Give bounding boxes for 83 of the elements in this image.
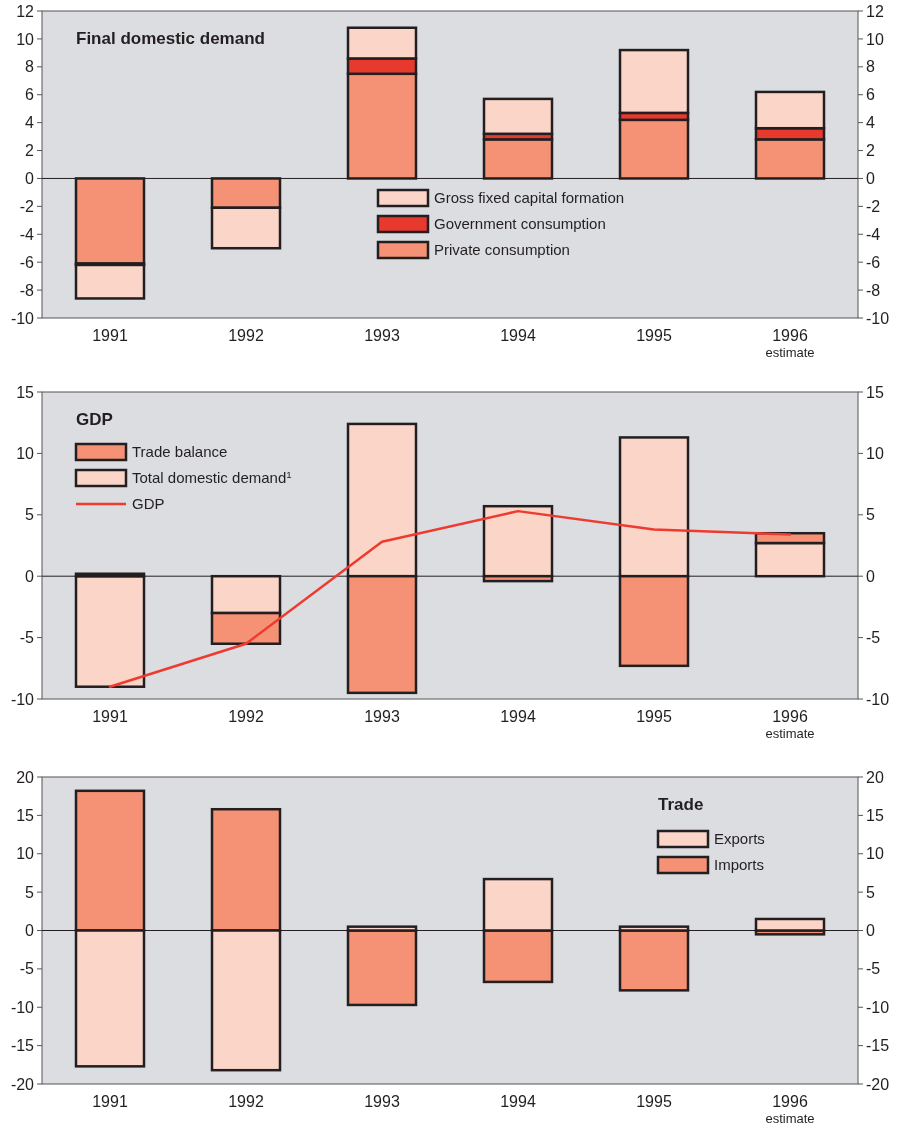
legend-label: Exports [714, 830, 765, 848]
x-tick-label: 1996 estimate [765, 327, 815, 360]
y-tick-label: -5 [19, 629, 35, 647]
legend-label: Gross fixed capital formation [434, 189, 625, 207]
y2-tick-label: 10 [866, 30, 884, 48]
text: GDP [76, 410, 113, 429]
y-tick-label: 15 [16, 806, 35, 824]
legend-label: Private consumption [434, 241, 570, 259]
y2-tick-label: -5 [866, 960, 881, 978]
y-tick-label: 5 [25, 506, 35, 524]
y2-tick-label: 6 [866, 86, 875, 104]
y2-tick-label: 8 [866, 58, 875, 76]
x-tick-label: 1993 [364, 708, 400, 725]
x-tick-label: 1994 [500, 1093, 536, 1110]
y2-tick-label: -20 [866, 1075, 890, 1093]
x-tick-label: 1991 [92, 1093, 128, 1110]
x-tick-label: 1991 [92, 327, 128, 344]
y-tick-label: -6 [19, 253, 35, 271]
text: Trade [658, 795, 704, 814]
y2-tick-label: -6 [866, 253, 881, 271]
x-tick-label: 1992 [228, 708, 264, 725]
y-tick-label: 0 [25, 170, 35, 188]
x-tick-label: 1992 [228, 327, 264, 344]
x-tick-label: 1992 [228, 1093, 264, 1110]
y-tick-label: 10 [16, 845, 35, 863]
y-tick-label: 20 [16, 768, 35, 786]
y2-tick-label: -10 [866, 998, 890, 1016]
y2-tick-label: 20 [866, 768, 884, 786]
y2-tick-label: 15 [866, 383, 884, 401]
legend-label: Government consumption [434, 215, 606, 233]
y2-tick-label: 0 [866, 567, 875, 585]
y2-tick-label: 0 [866, 922, 875, 940]
legend-label: Total domestic demand$^{1}$ [132, 468, 292, 487]
y-tick-label: 8 [25, 58, 35, 76]
y2-tick-label: -10 [866, 690, 890, 708]
text: Final domestic demand [76, 29, 265, 48]
y-tick-label: -10 [10, 998, 35, 1016]
y-tick-label: 10 [16, 30, 35, 48]
y-tick-label: -2 [19, 197, 35, 215]
y2-tick-label: 10 [866, 445, 884, 462]
y-tick-label: -20 [10, 1075, 35, 1093]
y2-tick-label: -10 [866, 309, 890, 327]
y-tick-label: 4 [25, 114, 35, 132]
legend-label: Imports [714, 856, 765, 874]
x-tick-label: 1995 [636, 1093, 672, 1110]
y2-tick-label: 4 [866, 114, 875, 132]
y-tick-label: -10 [10, 309, 35, 327]
y2-tick-label: -4 [866, 225, 881, 243]
y2-tick-label: 10 [866, 845, 884, 863]
x-tick-label: 1995 [636, 708, 672, 725]
x-tick-label: 1993 [364, 327, 400, 344]
y-tick-label: -4 [19, 225, 35, 243]
x-tick-label: 1994 [500, 708, 536, 725]
x-tick-label: 1996 estimate [765, 1093, 815, 1126]
y-tick-label: -5 [19, 960, 35, 978]
y2-tick-label: 5 [866, 506, 875, 524]
x-tick-label: 1994 [500, 327, 536, 344]
y-tick-label: 15 [16, 383, 35, 401]
y2-tick-label: 5 [866, 883, 875, 901]
y-tick-label: -10 [10, 690, 35, 708]
y-tick-label: -8 [19, 281, 35, 299]
y2-tick-label: 2 [866, 142, 875, 160]
y2-tick-label: 0 [866, 170, 875, 188]
y-tick-label: -15 [10, 1037, 35, 1055]
y-tick-label: 2 [25, 142, 35, 160]
legend-label: Trade balance [132, 443, 228, 461]
y2-tick-label: -8 [866, 281, 881, 299]
y2-tick-label: 15 [866, 806, 884, 824]
y-tick-label: 5 [25, 883, 35, 901]
x-tick-label: 1993 [364, 1093, 400, 1110]
y-tick-label: 10 [16, 445, 35, 462]
y-tick-label: 12 [16, 2, 35, 20]
y-tick-label: 0 [25, 567, 35, 585]
x-tick-label: 1996 estimate [765, 708, 815, 741]
y2-tick-label: -15 [866, 1037, 890, 1055]
x-tick-label: 1991 [92, 708, 128, 725]
y-tick-label: 6 [25, 86, 35, 104]
y2-tick-label: -5 [866, 629, 881, 647]
legend-label: GDP [132, 495, 165, 513]
y2-tick-label: -2 [866, 197, 881, 215]
x-tick-label: 1995 [636, 327, 672, 344]
y-tick-label: 0 [25, 922, 35, 940]
y2-tick-label: 12 [866, 2, 884, 20]
